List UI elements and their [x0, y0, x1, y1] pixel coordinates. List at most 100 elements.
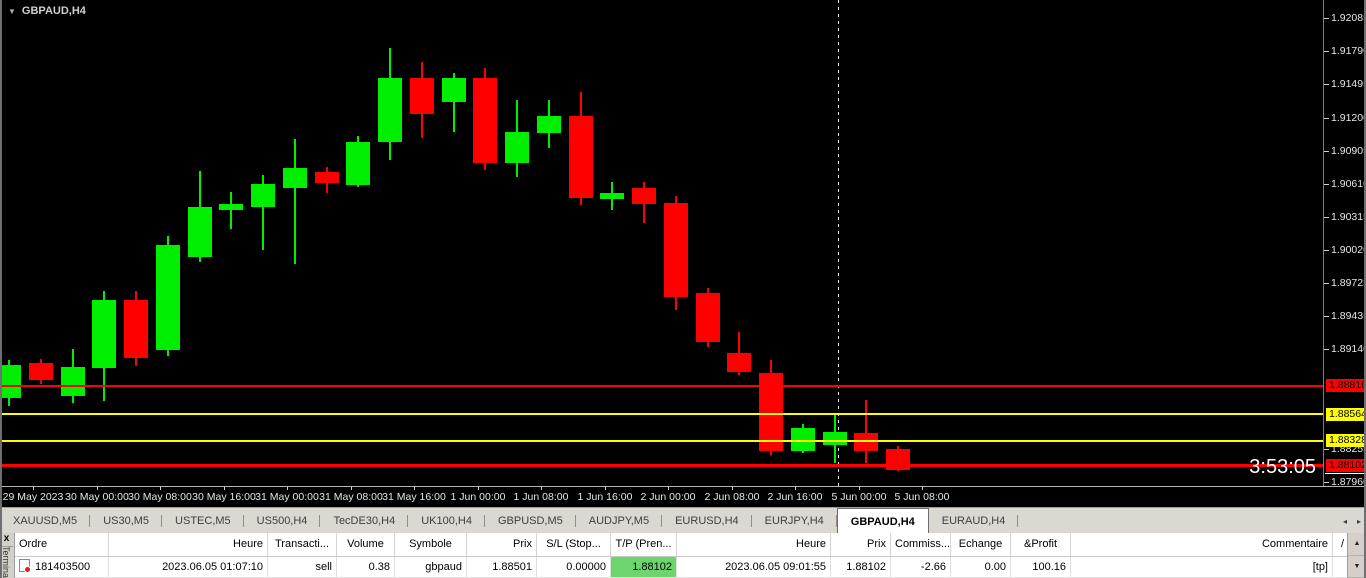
x-tick-label: 1 Jun 16:00 — [578, 491, 633, 503]
candle-up — [156, 245, 180, 350]
y-tick-label: 1.90020 — [1331, 244, 1366, 256]
y-tick-label: 1.92085 — [1331, 12, 1366, 24]
tab-scroll-arrows: ◂ ▸ — [1343, 508, 1361, 534]
y-tick-label: 1.91495 — [1331, 78, 1366, 90]
candle-up — [219, 204, 243, 210]
candle-up — [251, 184, 275, 207]
chart-plot[interactable]: ▼GBPAUD,H43:53:05 — [0, 0, 1323, 486]
price-axis[interactable]: 1.920851.917901.914951.912001.909051.906… — [1323, 0, 1366, 486]
x-tick-mark — [859, 487, 860, 490]
y-tick-mark — [1324, 18, 1329, 19]
tab-tecde30-h4[interactable]: TecDE30,H4 — [320, 508, 408, 534]
y-tick-label: 1.90610 — [1331, 178, 1366, 190]
y-tick-mark — [1324, 51, 1329, 52]
price-line-1.88816[interactable] — [0, 385, 1323, 387]
candle-up — [188, 207, 212, 257]
y-tick-mark — [1324, 316, 1329, 317]
chart-symbol-label: GBPAUD,H4 — [22, 5, 86, 17]
col-header-prix[interactable]: Prix — [467, 533, 537, 556]
candle-down — [569, 116, 593, 198]
x-tick-mark — [605, 487, 606, 490]
col-header-echange[interactable]: Echange — [951, 533, 1011, 556]
col-header-transacti[interactable]: Transacti... — [268, 533, 337, 556]
y-tick-label: 1.91790 — [1331, 45, 1366, 57]
candle-up — [283, 168, 307, 188]
chart-window: ▼GBPAUD,H43:53:05 1.920851.917901.914951… — [0, 0, 1366, 507]
tab-audjpy-m5[interactable]: AUDJPY,M5 — [576, 508, 662, 534]
chart-tab-bar: XAUUSD,M5US30,M5USTEC,M5US500,H4TecDE30,… — [0, 507, 1366, 534]
cell-1: 2023.06.05 01:07:10 — [109, 557, 268, 577]
y-tick-mark — [1324, 482, 1329, 483]
x-tick-mark — [732, 487, 733, 490]
x-tick-mark — [224, 487, 225, 490]
tab-euraud-h4[interactable]: EURAUD,H4 — [929, 508, 1019, 534]
col-header-ordre[interactable]: Ordre — [15, 533, 109, 556]
terminal-title-clip: Terminal — [0, 547, 14, 578]
y-tick-mark — [1324, 151, 1329, 152]
x-tick-mark — [414, 487, 415, 490]
price-tag-1.88102: 1.88102 — [1326, 459, 1366, 472]
y-tick-mark — [1324, 250, 1329, 251]
tab-scroll-left-icon[interactable]: ◂ — [1343, 517, 1347, 526]
one-click-trading-expander-icon[interactable]: ▼ — [8, 7, 16, 16]
tab-us30-m5[interactable]: US30,M5 — [90, 508, 162, 534]
tab-us500-h4[interactable]: US500,H4 — [244, 508, 321, 534]
tab-gbpusd-m5[interactable]: GBPUSD,M5 — [485, 508, 576, 534]
tab-gbpaud-h4[interactable]: GBPAUD,H4 — [837, 508, 929, 534]
candle-down — [473, 78, 497, 163]
col-header-symbole[interactable]: Symbole — [395, 533, 467, 556]
time-axis[interactable]: 29 May 202330 May 00:0030 May 08:0030 Ma… — [0, 486, 1366, 508]
price-line-1.88564[interactable] — [0, 413, 1323, 415]
y-tick-label: 1.90315 — [1331, 211, 1366, 223]
cell-0: 181403500 — [15, 557, 109, 577]
tab-scroll-right-icon[interactable]: ▸ — [1357, 517, 1361, 526]
y-tick-label: 1.89140 — [1331, 343, 1366, 355]
price-line-1.88328[interactable] — [0, 440, 1323, 442]
terminal-vertical-title: Terminal — [1, 547, 11, 578]
candle-down — [124, 300, 148, 358]
mt4-window: { "chart": { "symbol_label": "GBPAUD,H4"… — [0, 0, 1366, 578]
x-tick-mark — [922, 487, 923, 490]
x-tick-mark — [287, 487, 288, 490]
col-header-commiss[interactable]: Commiss... — [891, 533, 951, 556]
cell-7: 1.88102 — [611, 557, 677, 577]
candle-up — [823, 432, 847, 445]
x-tick-label: 5 Jun 00:00 — [832, 491, 887, 503]
price-tag-1.88328: 1.88328 — [1326, 434, 1366, 447]
x-tick-label: 2 Jun 08:00 — [705, 491, 760, 503]
candle-down — [315, 172, 339, 183]
terminal-panel: x Terminal OrdreHeureTransacti...VolumeS… — [0, 533, 1366, 578]
y-tick-mark — [1324, 184, 1329, 185]
order-row[interactable]: 1814035002023.06.05 01:07:10sell0.38gbpa… — [15, 557, 1347, 578]
x-tick-mark — [795, 487, 796, 490]
col-header-volume[interactable]: Volume — [337, 533, 395, 556]
col-header-slstop[interactable]: S/L (Stop... — [537, 533, 611, 556]
y-tick-mark — [1324, 283, 1329, 284]
col-header-heure[interactable]: Heure — [677, 533, 831, 556]
tab-ustec-m5[interactable]: USTEC,M5 — [162, 508, 244, 534]
candle-down — [664, 203, 688, 297]
candle-wick — [294, 139, 296, 264]
col-header-tppren[interactable]: T/P (Pren... — [611, 533, 677, 556]
cell-2: sell — [268, 557, 337, 577]
orders-table: OrdreHeureTransacti...VolumeSymbolePrixS… — [15, 533, 1347, 578]
x-tick-mark — [668, 487, 669, 490]
cell-5: 1.88501 — [467, 557, 537, 577]
x-tick-label: 5 Jun 08:00 — [895, 491, 950, 503]
candle-up — [537, 116, 561, 133]
col-header-heure[interactable]: Heure — [109, 533, 268, 556]
col-header-commentaire[interactable]: Commentaire — [1071, 533, 1333, 556]
price-line-1.88102[interactable] — [0, 464, 1323, 467]
col-header-prix[interactable]: Prix — [831, 533, 891, 556]
x-tick-label: 30 May 00:00 — [65, 491, 129, 503]
x-tick-label: 31 May 00:00 — [255, 491, 319, 503]
tab-xauusd-m5[interactable]: XAUUSD,M5 — [0, 508, 90, 534]
candle-down — [854, 433, 878, 451]
cell-11: 0.00 — [951, 557, 1011, 577]
candle-up — [600, 193, 624, 199]
tab-eurjpy-h4[interactable]: EURJPY,H4 — [752, 508, 837, 534]
tab-uk100-h4[interactable]: UK100,H4 — [408, 508, 485, 534]
col-header-profit[interactable]: &Profit — [1011, 533, 1071, 556]
x-tick-label: 31 May 16:00 — [382, 491, 446, 503]
tab-eurusd-h4[interactable]: EURUSD,H4 — [662, 508, 752, 534]
